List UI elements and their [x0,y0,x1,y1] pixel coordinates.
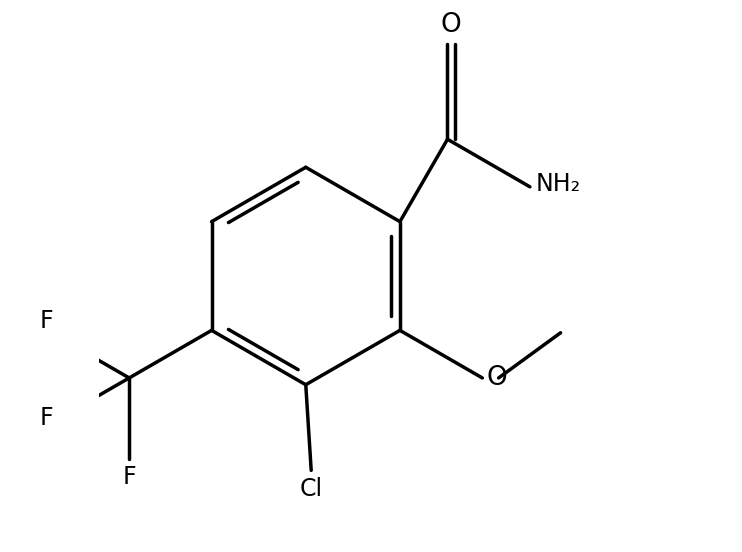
Text: F: F [40,406,53,431]
Text: Cl: Cl [300,477,323,501]
Text: F: F [122,465,136,489]
Text: O: O [441,12,462,38]
Text: NH₂: NH₂ [535,172,580,196]
Text: F: F [40,309,53,333]
Text: O: O [486,365,507,391]
